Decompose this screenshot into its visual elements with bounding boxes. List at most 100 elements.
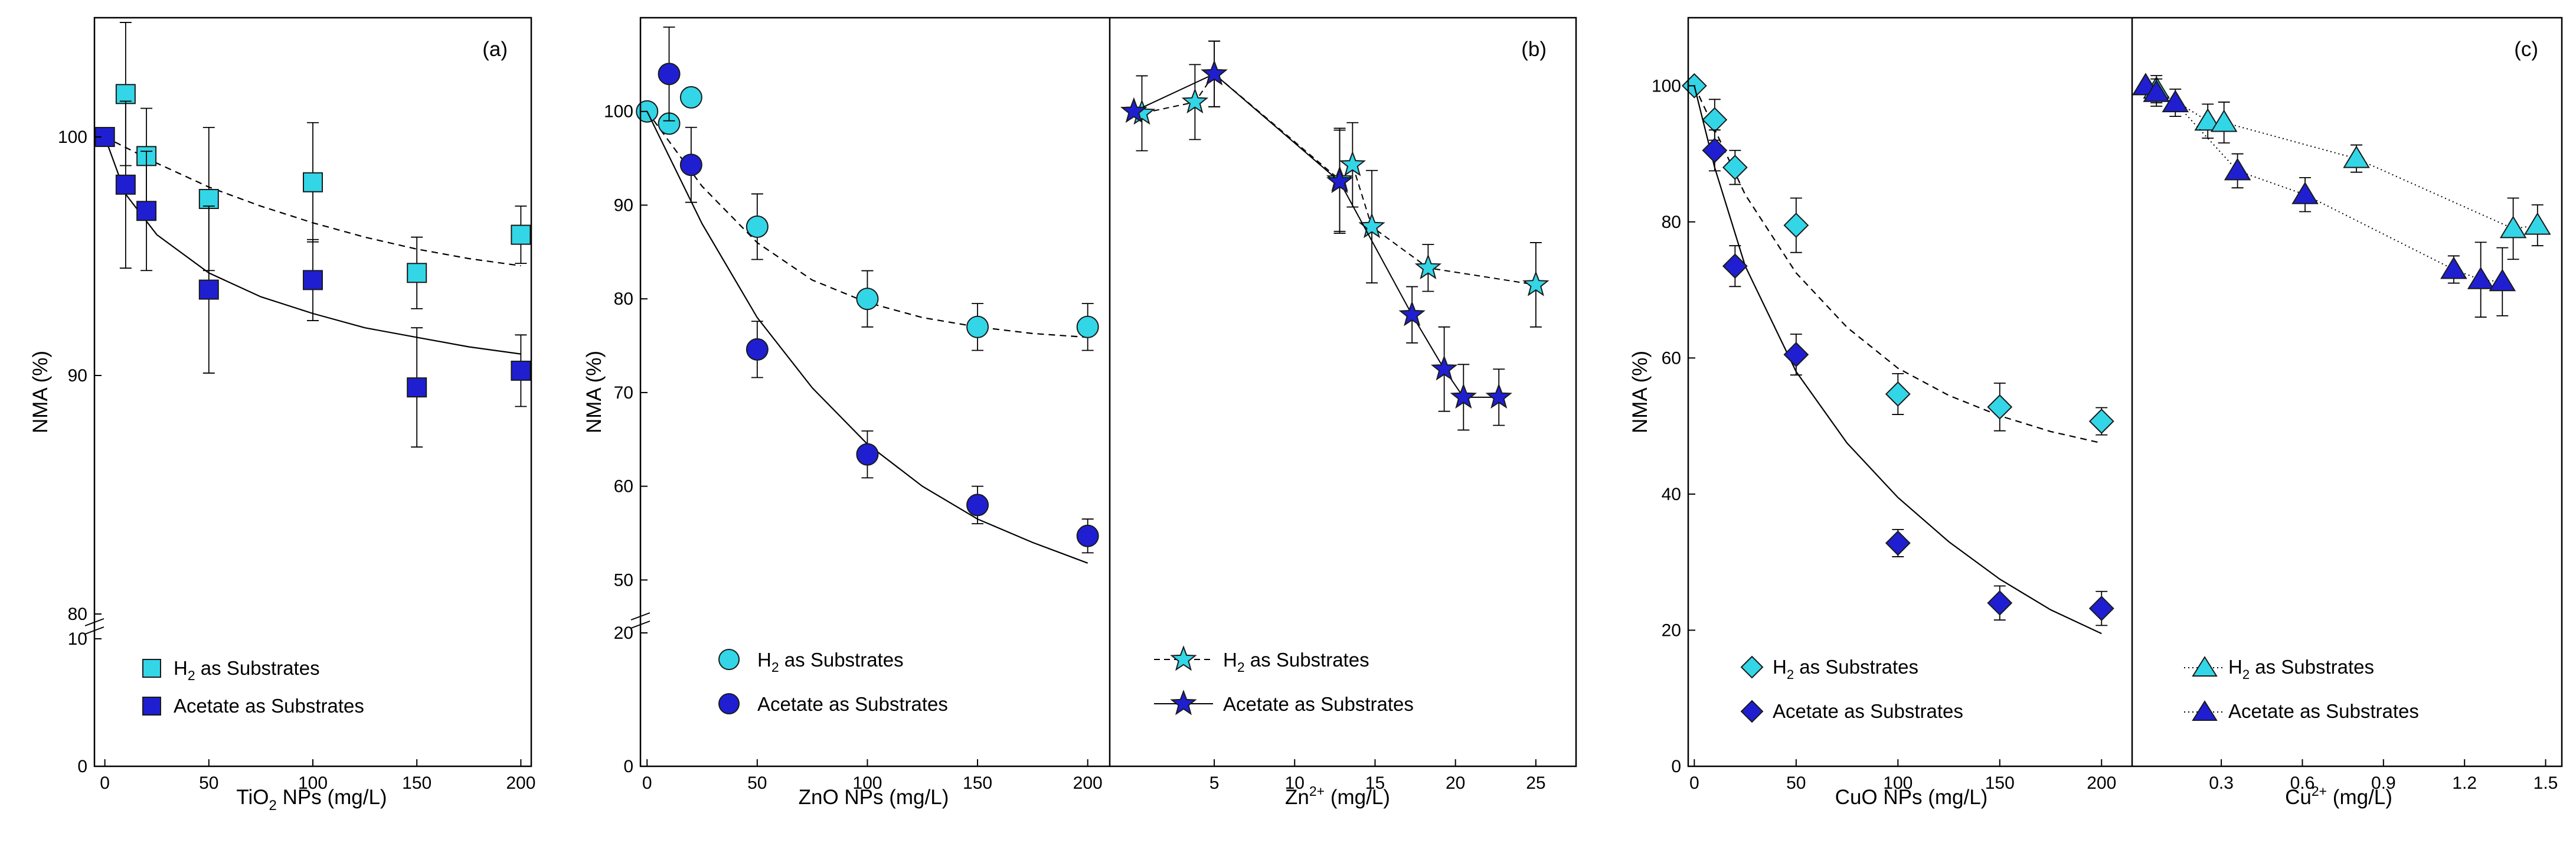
panel-c-ytick-label-u1: 20 bbox=[1662, 620, 1681, 640]
legend-a-h2-rest: as Substrates bbox=[195, 657, 320, 679]
legend-c-cu-acetate-marker bbox=[2192, 700, 2218, 721]
panel-a-xlabel: TiO2 NPs (mg/L) bbox=[236, 786, 387, 814]
panel-c-right-series-1-point-2 bbox=[2162, 90, 2189, 113]
legend-c-h2-label: H2 as Substrates bbox=[1773, 656, 1918, 682]
panel-a-series-1-point-2 bbox=[136, 201, 157, 221]
panel-a-series-1-point-6 bbox=[511, 360, 531, 381]
panel-b-left-series-1-point-5 bbox=[1076, 524, 1099, 547]
panel-c-right-xtick-label-2: 0.9 bbox=[2371, 773, 2396, 793]
panel-b-ytick-label-l0: 0 bbox=[623, 757, 633, 776]
panel-c-left-series-1-point-5 bbox=[2088, 596, 2114, 621]
panel-c-right-series-0-point-5 bbox=[2499, 215, 2527, 239]
panel-b-right-series-0-point-5 bbox=[1339, 151, 1367, 177]
panel-c-ytick-label-u3: 60 bbox=[1662, 348, 1681, 368]
panel-b-right-series-1-point-3 bbox=[1398, 301, 1426, 326]
panel-c-left-xtick-label-2: 100 bbox=[1883, 773, 1913, 793]
panel-b-xlabel-right-rest: (mg/L) bbox=[1325, 786, 1390, 809]
panel-a-xlabel-main: TiO bbox=[236, 786, 269, 809]
panel-b-right-series-1-point-0 bbox=[1120, 97, 1148, 123]
panel-c-right-xtick-label-3: 1.2 bbox=[2452, 773, 2477, 793]
panel-a-ylabel: NMA (%) bbox=[29, 351, 52, 433]
panel-b-ylabel: NMA (%) bbox=[583, 351, 606, 433]
panel-c-ytick-label-u0: 0 bbox=[1671, 757, 1681, 776]
panel-a: 0 50 100 150 200 80 90 100 0 10 (a) NMA (%) TiO2 … bbox=[29, 17, 535, 814]
panel-c-right-series-0-point-3 bbox=[2210, 109, 2238, 132]
panel-c-left-series-0-point-6 bbox=[2088, 409, 2114, 434]
panel-b-ytick-label-u5: 100 bbox=[604, 102, 633, 122]
panel-c-right-series-1-point-6 bbox=[2467, 266, 2495, 289]
panel-b-left-series-0-point-6 bbox=[1076, 315, 1099, 338]
panel-a-series-0-point-5 bbox=[407, 263, 427, 283]
legend-b-zn-acetate-label: Acetate as Substrates bbox=[1223, 693, 1414, 715]
panel-b-left-series-0-point-2 bbox=[679, 86, 702, 109]
panel-b-plot-area: 0 50 100 150 200 5 10 15 20 25 50 60 70 80 90 100 0 20 bbox=[604, 26, 1549, 793]
panel-c-right-series-1-point-5 bbox=[2440, 256, 2467, 279]
legend-c-acetate-marker bbox=[1740, 700, 1764, 723]
panel-c: 0 50 100 150 200 0.3 0.6 0.9 1.2 1.5020406080100 … bbox=[1629, 17, 2563, 809]
panel-c-left-series-1-point-0 bbox=[1702, 138, 1728, 164]
panel-c-right-xtick-label-4: 1.5 bbox=[2533, 773, 2558, 793]
panel-a-ytick-label-l0: 0 bbox=[77, 757, 87, 776]
panel-b-left-series-1-fit-curve bbox=[646, 111, 1088, 564]
panel-c-xlabel-left: CuO NPs (mg/L) bbox=[1835, 786, 1988, 809]
legend-b-h2-sub: 2 bbox=[772, 659, 779, 675]
panel-c-left-xtick-label-0: 0 bbox=[1689, 773, 1699, 793]
legend-a-h2-label: H2 as Substrates bbox=[174, 657, 320, 683]
legend-b-zn-h2-main: H bbox=[1223, 649, 1237, 671]
panel-c-label: (c) bbox=[2514, 38, 2538, 61]
panel-b-ytick-label-u4: 90 bbox=[614, 195, 633, 215]
panel-c-legend-right: H2 as Substrates Acetate as Substrates bbox=[2184, 656, 2419, 722]
panel-b-left-series-0-point-4 bbox=[856, 288, 879, 311]
panel-a-ytick-label-u0: 80 bbox=[68, 605, 87, 624]
panel-b-ytick-label-u1: 60 bbox=[614, 477, 633, 497]
panel-b-left-series-1-point-0 bbox=[658, 63, 681, 86]
panel-c-xlabel-right: Cu2+ (mg/L) bbox=[2285, 783, 2392, 809]
panel-c-right-series-1-line bbox=[2145, 85, 2503, 283]
legend-a-acetate-marker bbox=[142, 697, 161, 716]
panel-c-ytick-label-u2: 40 bbox=[1662, 485, 1681, 504]
panel-a-series-0-point-1 bbox=[115, 84, 136, 104]
panel-c-left-xtick-label-4: 200 bbox=[2087, 773, 2116, 793]
panel-a-label: (a) bbox=[482, 38, 508, 61]
panel-c-right-series-0-point-2 bbox=[2194, 108, 2221, 131]
legend-c-h2-marker bbox=[1740, 655, 1764, 679]
legend-b-zn-acetate-marker bbox=[1170, 690, 1197, 716]
panel-b-left-xtick-label-2: 100 bbox=[852, 773, 882, 793]
panel-c-xlabel-right-sup: 2+ bbox=[2312, 783, 2327, 799]
legend-b-h2-marker bbox=[718, 649, 740, 670]
panel-a-plot-area: 0 50 100 150 200 80 90 100 0 10 bbox=[58, 22, 535, 793]
panel-c-right-series-1-point-4 bbox=[2291, 181, 2319, 204]
panel-b-left-series-1-point-2 bbox=[746, 338, 769, 361]
legend-c-cu-acetate-label: Acetate as Substrates bbox=[2228, 700, 2419, 722]
panel-b-right-series-1-point-4 bbox=[1430, 355, 1458, 381]
legend-b-zn-h2-star bbox=[1170, 645, 1197, 671]
panel-b-xlabel-right-sup: 2+ bbox=[1309, 783, 1325, 799]
panel-a-ytick-label-u2: 100 bbox=[58, 128, 87, 147]
legend-b-h2-rest: as Substrates bbox=[779, 649, 904, 671]
panel-c-ytick-label-u5: 100 bbox=[1652, 76, 1681, 96]
legend-c-cu-h2-label: H2 as Substrates bbox=[2228, 656, 2374, 682]
panel-b-ytick-label-u3: 80 bbox=[614, 289, 633, 309]
panel-b-right-xtick-label-0: 5 bbox=[1209, 773, 1220, 793]
panel-a-xtick-label-4: 200 bbox=[506, 773, 535, 793]
panel-c-left-xtick-label-3: 150 bbox=[1985, 773, 2015, 793]
panel-a-ytick-label-u1: 90 bbox=[68, 366, 87, 386]
panel-b-right-series-0-point-7 bbox=[1414, 253, 1442, 280]
panel-c-right-series-0-point-4 bbox=[2343, 145, 2370, 168]
legend-c-cu-h2-rest: as Substrates bbox=[2250, 656, 2374, 678]
panel-c-right-series-1-point-1 bbox=[2143, 79, 2170, 102]
panel-b-left-xtick-label-3: 150 bbox=[963, 773, 992, 793]
panel-c-xlabel-right-rest: (mg/L) bbox=[2327, 786, 2392, 809]
legend-c-h2-main: H bbox=[1773, 656, 1787, 678]
panel-c-left-series-0-point-4 bbox=[1885, 381, 1911, 407]
panel-b-xlabel-right: Zn2+ (mg/L) bbox=[1285, 783, 1390, 809]
panel-c-left-series-0-point-5 bbox=[1987, 394, 2013, 420]
panel-a-series-1-point-3 bbox=[198, 279, 219, 300]
panel-b-legend-right: H2 as Substrates Acetate as Substrates bbox=[1154, 645, 1414, 716]
legend-b-acetate-marker bbox=[718, 693, 740, 714]
legend-c-h2-rest: as Substrates bbox=[1794, 656, 1918, 678]
panel-c-left-series-1-point-4 bbox=[1987, 590, 2013, 616]
panel-b-left-series-0-point-5 bbox=[966, 315, 989, 338]
legend-c-h2-sub: 2 bbox=[1787, 667, 1794, 682]
